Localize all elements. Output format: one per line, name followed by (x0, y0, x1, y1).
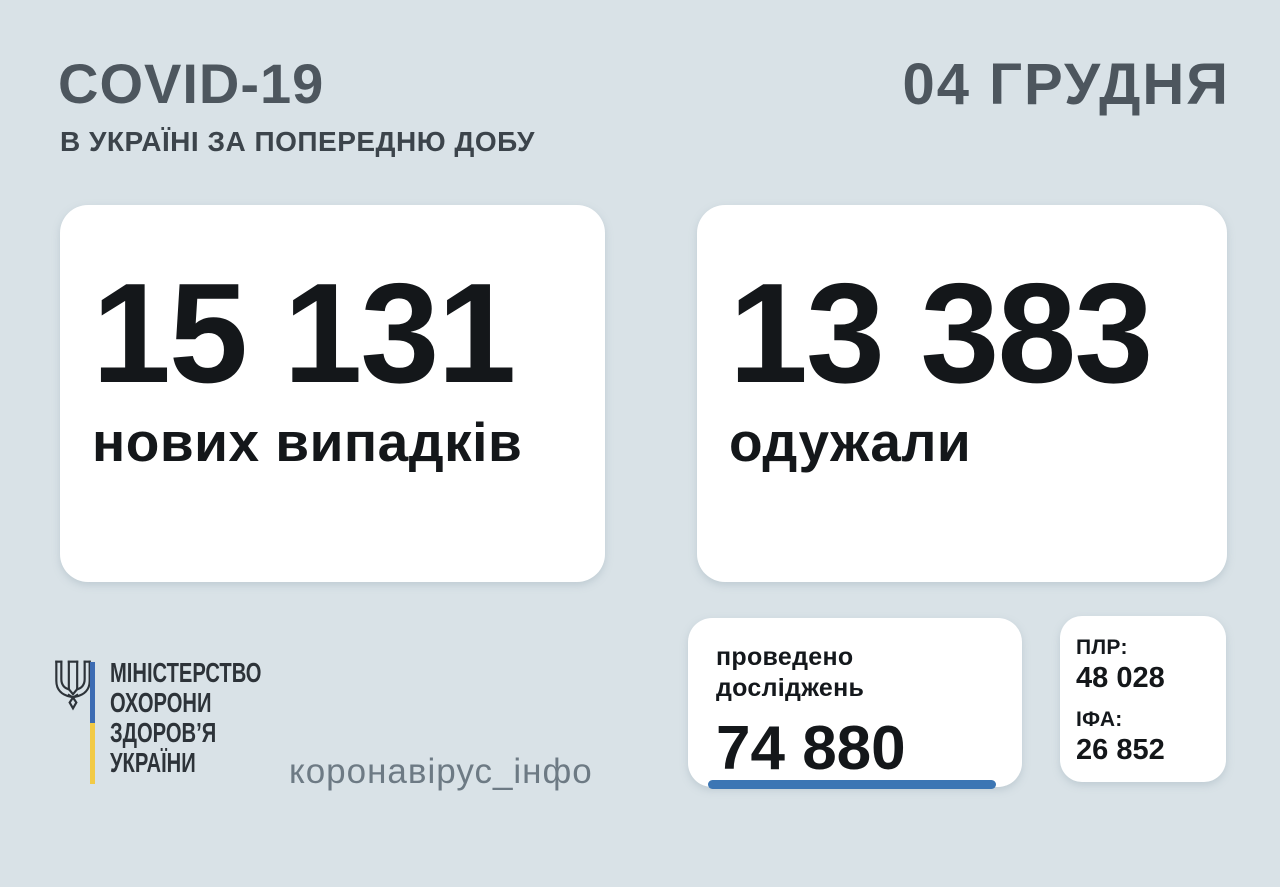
recovered-label: одужали (729, 411, 972, 473)
recovered-value: 13 383 (729, 254, 1153, 413)
ministry-line: ОХОРОНИ (110, 687, 212, 718)
progress-bar (708, 780, 996, 789)
page-title: COVID-19 (58, 52, 325, 115)
tests-value: 74 880 (716, 714, 906, 783)
tests-label-line2: досліджень (716, 674, 865, 702)
report-date: 04 ГРУДНЯ (902, 52, 1230, 117)
tests-card: проведено досліджень 74 880 (688, 618, 1022, 789)
ministry-line: ЗДОРОВ’Я (110, 717, 217, 748)
new-cases-value: 15 131 (92, 254, 516, 413)
test-types-card: ПЛР: 48 028 ІФА: 26 852 (1060, 616, 1226, 782)
ifa-label: ІФА: (1076, 708, 1123, 731)
pcr-value: 48 028 (1076, 662, 1165, 694)
page-subtitle: В УКРАЇНІ ЗА ПОПЕРЕДНЮ ДОБУ (60, 126, 535, 157)
trident-icon (53, 658, 93, 717)
new-cases-card: 15 131 нових випадків (60, 205, 605, 582)
tests-label-line1: проведено (716, 643, 854, 671)
flag-bar-icon (90, 662, 95, 784)
ministry-line: МІНІСТЕРСТВО (110, 657, 262, 688)
ministry-line: УКРАЇНИ (110, 747, 196, 778)
channel-name: коронавірус_інфо (289, 752, 593, 791)
recovered-card: 13 383 одужали (697, 205, 1227, 582)
new-cases-label: нових випадків (92, 411, 523, 473)
pcr-label: ПЛР: (1076, 636, 1128, 659)
ministry-name: МІНІСТЕРСТВО ОХОРОНИ ЗДОРОВ’Я УКРАЇНИ (110, 658, 261, 778)
flag-blue-segment (90, 662, 95, 723)
ifa-value: 26 852 (1076, 734, 1165, 766)
flag-yellow-segment (90, 723, 95, 784)
